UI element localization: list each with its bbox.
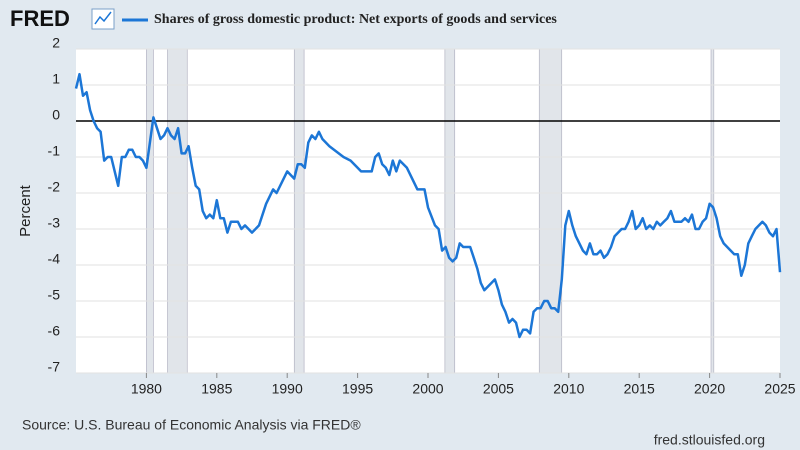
y-tick-label: 2 <box>52 35 60 51</box>
recession-band <box>293 48 305 374</box>
y-tick-label: 1 <box>52 71 60 87</box>
x-tick-label: 1990 <box>272 381 303 397</box>
recession-band <box>146 48 154 374</box>
recession-band <box>167 48 188 374</box>
x-tick-label: 2010 <box>553 381 584 397</box>
y-axis-label: Percent <box>17 184 34 237</box>
y-tick-label: -6 <box>48 323 61 339</box>
source: Source: U.S. Bureau of Economic Analysis… <box>22 417 361 433</box>
x-tick-label: 2000 <box>412 381 443 397</box>
x-tick-label: 1980 <box>131 381 162 397</box>
x-tick-label: 1985 <box>201 381 232 397</box>
plot-area <box>76 49 780 373</box>
recession-band <box>444 48 456 374</box>
recession-band <box>538 48 563 374</box>
x-tick-label: 2020 <box>694 381 725 397</box>
y-tick-label: -7 <box>48 359 61 375</box>
x-tick-label: 2015 <box>624 381 655 397</box>
y-tick-label: 0 <box>52 107 60 123</box>
logo: FRED <box>10 6 70 31</box>
x-tick-label: 2005 <box>483 381 514 397</box>
y-tick-label: -4 <box>48 251 61 267</box>
y-tick-label: -1 <box>48 143 61 159</box>
x-tick-label: 1995 <box>342 381 373 397</box>
x-tick-label: 2025 <box>764 381 795 397</box>
y-tick-label: -2 <box>48 179 61 195</box>
logo-icon-line <box>94 11 112 25</box>
footer: fred.stlouisfed.org <box>654 432 765 448</box>
legend-label: Shares of gross domestic product: Net ex… <box>154 12 557 27</box>
y-tick-label: -5 <box>48 287 61 303</box>
series-line <box>74 72 782 339</box>
y-tick-label: -3 <box>48 215 61 231</box>
